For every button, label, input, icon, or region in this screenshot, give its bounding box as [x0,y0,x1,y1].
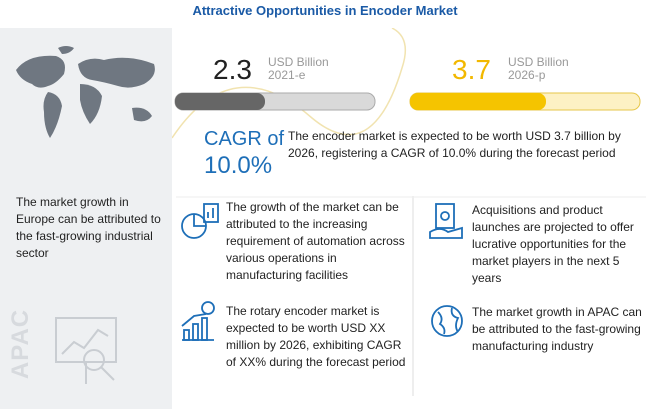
icon [429,203,463,239]
stat-year: 2026-p [508,68,546,82]
decor-curve [172,28,407,139]
insight-text: The rotary encoder market is expected to… [226,304,406,369]
world-map [16,46,155,138]
insight-text: The growth of the market can be attribut… [226,200,405,282]
icon [431,305,463,337]
icon [181,203,219,239]
progress-bar [409,92,641,111]
insight-text: Acquisitions and product launches are pr… [472,203,634,285]
analysis-icon [55,317,117,384]
cagr-label: CAGR of [204,128,285,150]
stat-value: 2.3 [213,54,252,85]
stat-unit: USD Billion [268,55,329,69]
progress-bar [174,92,376,111]
stat-unit: USD Billion [508,55,569,69]
title: Attractive Opportunities in Encoder Mark… [192,3,458,18]
icon [181,301,215,341]
summary: The encoder market is expected to be wor… [288,129,621,160]
stat-value: 3.7 [452,54,491,85]
divider [176,196,646,198]
divider [412,196,414,396]
region-label: APAC [7,308,35,380]
stat-year: 2021-e [268,68,306,82]
left-text: The market growth in Europe can be attri… [16,195,161,260]
insight-text: The market growth in APAC can be attribu… [472,305,642,353]
cagr-value: 10.0% [204,152,273,179]
